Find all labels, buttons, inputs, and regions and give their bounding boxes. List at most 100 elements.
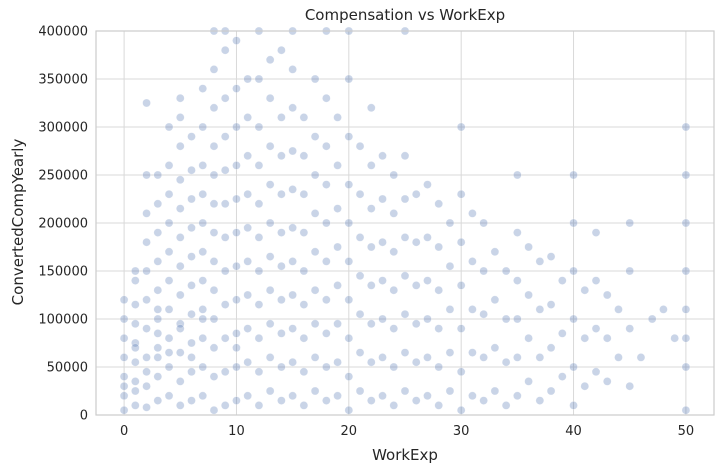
data-point	[434, 401, 443, 410]
data-point	[187, 353, 196, 362]
data-point	[254, 74, 264, 84]
data-point	[142, 381, 151, 391]
data-point	[355, 309, 365, 319]
data-point	[209, 199, 219, 209]
data-point	[501, 401, 511, 410]
y-tick-labels: 0 50000 100000 150000 200000 250000 300000 3500…	[38, 25, 88, 424]
data-point	[131, 343, 140, 353]
data-point	[468, 391, 477, 401]
data-point	[198, 362, 207, 372]
data-point	[524, 290, 533, 300]
data-point	[501, 266, 511, 276]
data-point	[310, 209, 320, 218]
data-point	[254, 122, 264, 132]
data-point	[142, 403, 151, 412]
data-point	[176, 204, 185, 213]
data-point	[187, 132, 196, 141]
data-point	[131, 401, 140, 410]
data-point	[400, 233, 410, 242]
data-point	[209, 170, 219, 180]
data-point	[243, 391, 252, 401]
data-point	[490, 247, 500, 257]
data-point	[310, 170, 320, 180]
data-point	[254, 233, 264, 242]
data-point	[153, 170, 163, 180]
data-point	[367, 357, 376, 367]
data-point	[681, 170, 691, 180]
data-point	[142, 367, 151, 377]
data-point	[322, 257, 331, 266]
data-point	[220, 199, 230, 209]
data-point	[299, 367, 309, 377]
data-point	[580, 381, 590, 391]
data-point	[176, 175, 185, 185]
data-point	[333, 204, 342, 213]
data-point	[333, 391, 342, 401]
data-point	[322, 93, 331, 103]
data-point	[265, 180, 275, 189]
data-point	[355, 233, 365, 242]
data-point	[322, 362, 331, 372]
data-point	[131, 276, 140, 285]
data-point	[232, 261, 241, 271]
y-tick-label: 50000	[47, 361, 88, 376]
data-point	[176, 113, 185, 122]
data-point	[277, 151, 286, 161]
data-point	[153, 228, 163, 237]
data-point	[468, 209, 477, 218]
data-point	[119, 405, 129, 415]
data-point	[591, 228, 601, 237]
data-point	[558, 329, 567, 338]
data-point	[198, 247, 207, 257]
data-point	[400, 271, 410, 281]
data-point	[198, 122, 207, 132]
data-point	[220, 233, 230, 242]
data-point	[288, 391, 297, 401]
data-point	[232, 84, 241, 93]
data-point	[546, 386, 556, 396]
data-point	[209, 285, 219, 295]
data-point	[164, 305, 174, 314]
data-point	[569, 401, 578, 410]
data-point	[344, 74, 354, 84]
chart-title: Compensation vs WorkExp	[305, 6, 505, 24]
y-tick-label: 150000	[38, 265, 88, 280]
plot-frame	[95, 30, 715, 416]
data-point	[243, 357, 252, 367]
data-point	[277, 295, 286, 305]
data-point	[434, 285, 443, 295]
data-point	[445, 261, 455, 271]
data-point	[389, 170, 399, 180]
data-point	[209, 257, 219, 266]
data-point	[131, 319, 140, 329]
data-point	[299, 151, 309, 161]
data-point	[614, 305, 623, 314]
data-point	[389, 247, 399, 257]
data-point	[187, 367, 196, 377]
x-tick-label: 30	[453, 424, 470, 439]
data-point	[187, 165, 196, 175]
data-point	[254, 266, 264, 276]
data-point	[209, 103, 219, 113]
data-point	[625, 218, 634, 228]
data-point	[389, 362, 399, 372]
data-point	[333, 319, 342, 329]
data-point	[254, 199, 264, 209]
x-tick-label: 50	[678, 424, 695, 439]
data-point	[164, 276, 174, 285]
data-point	[232, 122, 241, 132]
data-point	[198, 314, 207, 324]
data-point	[333, 113, 342, 122]
data-point	[445, 218, 455, 228]
data-point	[288, 257, 297, 266]
data-point	[603, 290, 612, 300]
data-point	[119, 314, 129, 324]
data-point	[265, 93, 275, 103]
data-point	[254, 333, 264, 343]
data-point	[546, 252, 556, 261]
data-point	[479, 218, 488, 228]
data-point	[580, 333, 590, 343]
data-point	[333, 242, 342, 252]
data-point	[209, 314, 219, 324]
